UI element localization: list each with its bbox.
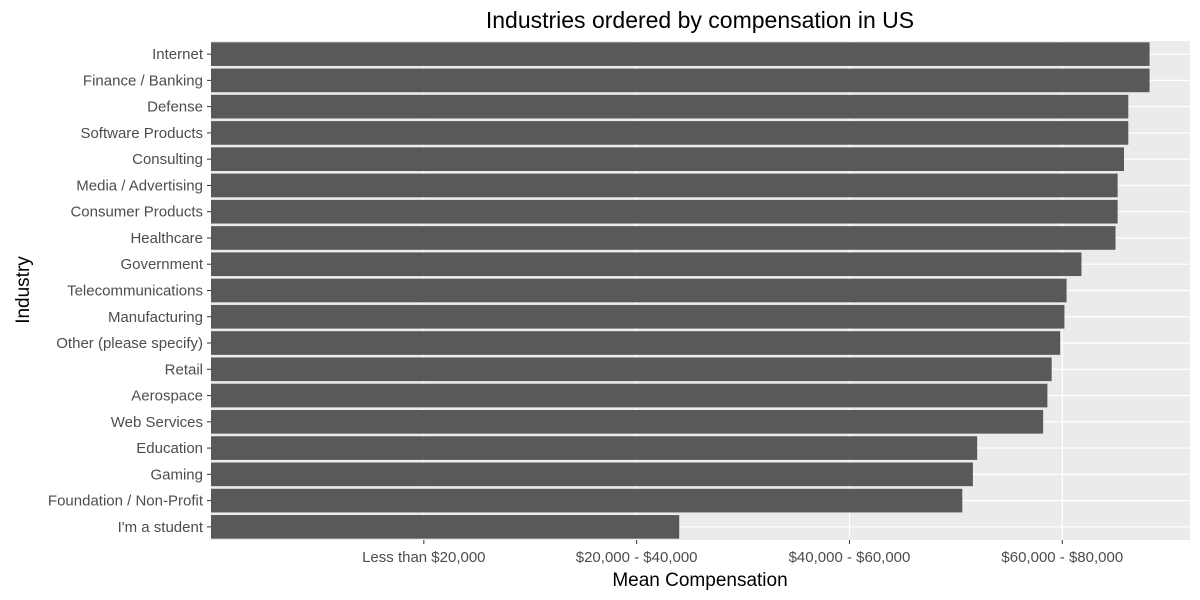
y-tick-label: Aerospace (131, 388, 203, 405)
bar (211, 383, 1048, 408)
y-axis-title: Industry (13, 256, 34, 324)
bar (211, 488, 963, 513)
y-tick-label: Foundation / Non-Profit (48, 493, 204, 510)
bar (211, 462, 973, 487)
y-tick-label: Government (120, 256, 203, 273)
bar (211, 121, 1129, 145)
y-tick-label: Other (please specify) (56, 335, 203, 352)
y-tick-label: Web Services (111, 414, 203, 431)
x-tick-label: $20,000 - $40,000 (576, 549, 698, 566)
x-tick-label: $40,000 - $60,000 (789, 549, 911, 566)
bar (211, 331, 1061, 355)
y-tick-label: Education (136, 440, 203, 457)
y-tick-label: Gaming (150, 466, 203, 483)
y-tick-label: Software Products (80, 125, 203, 142)
bar (211, 409, 1044, 434)
y-tick-label: Telecommunications (67, 283, 203, 300)
bar (211, 436, 978, 460)
bar (211, 199, 1118, 224)
x-ticks: Less than $20,000 $20,000 - $40,000 $40,00… (362, 540, 1123, 566)
x-axis-title: Mean Compensation (612, 570, 787, 591)
y-tick-label: I'm a student (118, 519, 204, 536)
bar (211, 278, 1067, 303)
x-tick-label: Less than $20,000 (362, 549, 485, 566)
bar (211, 515, 680, 539)
y-tick-label: Retail (165, 361, 203, 378)
y-tick-labels: Internet Finance / Banking Defense Software… (48, 46, 211, 536)
y-tick-label: Finance / Banking (83, 72, 203, 89)
x-tick-label: $60,000 - $80,000 (1001, 549, 1123, 566)
bar (211, 173, 1118, 198)
y-tick-label: Healthcare (130, 230, 203, 247)
bars (211, 42, 1150, 539)
y-tick-label: Defense (147, 99, 203, 116)
bar (211, 357, 1052, 382)
y-tick-label: Manufacturing (108, 309, 203, 326)
chart-title: Industries ordered by compensation in US (486, 7, 914, 33)
y-tick-label: Internet (152, 46, 204, 63)
bar (211, 42, 1150, 66)
bar (211, 252, 1082, 277)
bar (211, 94, 1129, 119)
bar (211, 304, 1065, 329)
y-tick-label: Consumer Products (70, 204, 203, 221)
y-tick-label: Consulting (132, 151, 203, 168)
bar (211, 68, 1150, 93)
y-tick-label: Media / Advertising (76, 177, 203, 194)
bar (211, 147, 1125, 172)
bar (211, 226, 1116, 250)
